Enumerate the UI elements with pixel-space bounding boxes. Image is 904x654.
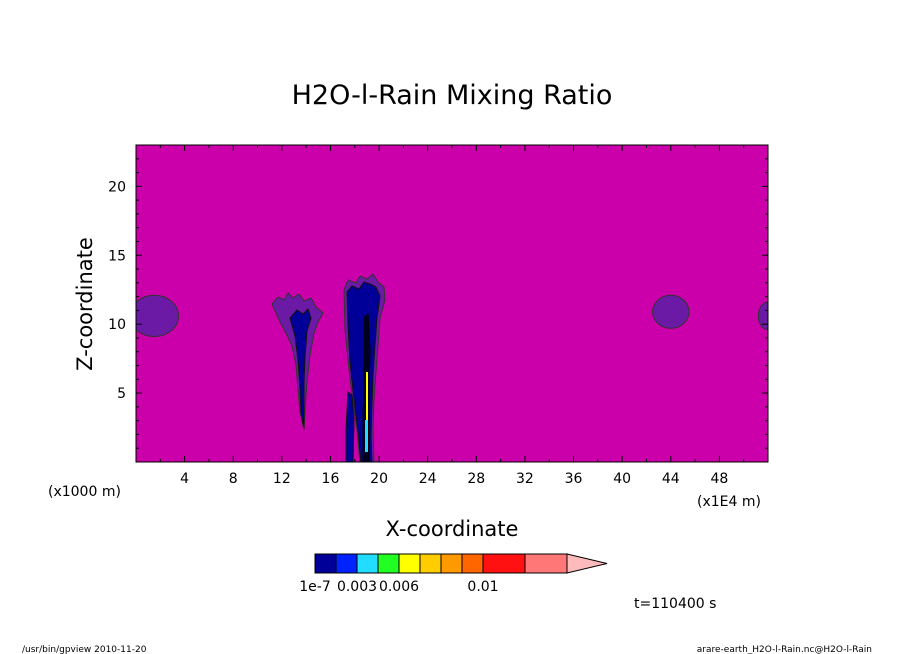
y-tick-label: 20 xyxy=(108,179,126,195)
x-tick-label: 40 xyxy=(613,471,631,487)
plot-area xyxy=(135,144,769,463)
x-tick-label: 36 xyxy=(565,471,583,487)
x-tick-label: 48 xyxy=(710,471,728,487)
x-tick-label: 28 xyxy=(467,471,485,487)
violet-blob-left xyxy=(136,294,180,338)
y-axis-unit: (x1000 m) xyxy=(48,484,121,500)
colorbar-swatch xyxy=(419,553,442,574)
violet-blob-right xyxy=(652,294,690,329)
colorbar-label: 0.003 xyxy=(337,579,377,595)
chart-title: H2O-l-Rain Mixing Ratio xyxy=(292,80,613,111)
time-label: t=110400 s xyxy=(634,596,716,612)
y-tick-label: 10 xyxy=(108,317,126,333)
colorbar-swatch xyxy=(482,553,526,574)
footer-left: /usr/bin/gpview 2010-11-20 xyxy=(22,645,147,654)
x-tick-label: 8 xyxy=(229,471,238,487)
x-tick-label: 12 xyxy=(273,471,291,487)
colorbar-swatch xyxy=(440,553,463,574)
x-tick-label: 32 xyxy=(516,471,534,487)
colorbar-swatch xyxy=(356,553,379,574)
colorbar-swatch xyxy=(377,553,400,574)
y-tick-label: 5 xyxy=(117,386,126,402)
colorbar-extend-arrow xyxy=(566,553,608,574)
x-axis-unit: (x1E4 m) xyxy=(697,494,761,510)
x-tick-label: 20 xyxy=(370,471,388,487)
y-axis-title: Z-coordinate xyxy=(73,237,97,371)
plume-right xyxy=(343,273,386,462)
colorbar-swatch xyxy=(335,553,358,574)
colorbar-swatch xyxy=(461,553,484,574)
plume-left xyxy=(271,292,324,431)
x-tick-label: 24 xyxy=(419,471,437,487)
footer-right: arare-earth_H2O-l-Rain.nc@H2O-l-Rain xyxy=(697,645,872,654)
colorbar-swatch xyxy=(314,553,337,574)
x-tick-label: 16 xyxy=(322,471,340,487)
colorbar: 1e-7 0.003 0.006 0.01 xyxy=(299,553,608,595)
colorbar-label: 1e-7 xyxy=(299,579,330,595)
colorbar-swatch xyxy=(398,553,421,574)
y-tick-label: 15 xyxy=(108,248,126,264)
x-axis-title: X-coordinate xyxy=(386,517,519,541)
colorbar-label: 0.006 xyxy=(379,579,419,595)
colorbar-label: 0.01 xyxy=(467,579,498,595)
x-tick-label: 44 xyxy=(662,471,680,487)
colorbar-swatch xyxy=(524,553,568,574)
x-tick-label: 4 xyxy=(180,471,189,487)
